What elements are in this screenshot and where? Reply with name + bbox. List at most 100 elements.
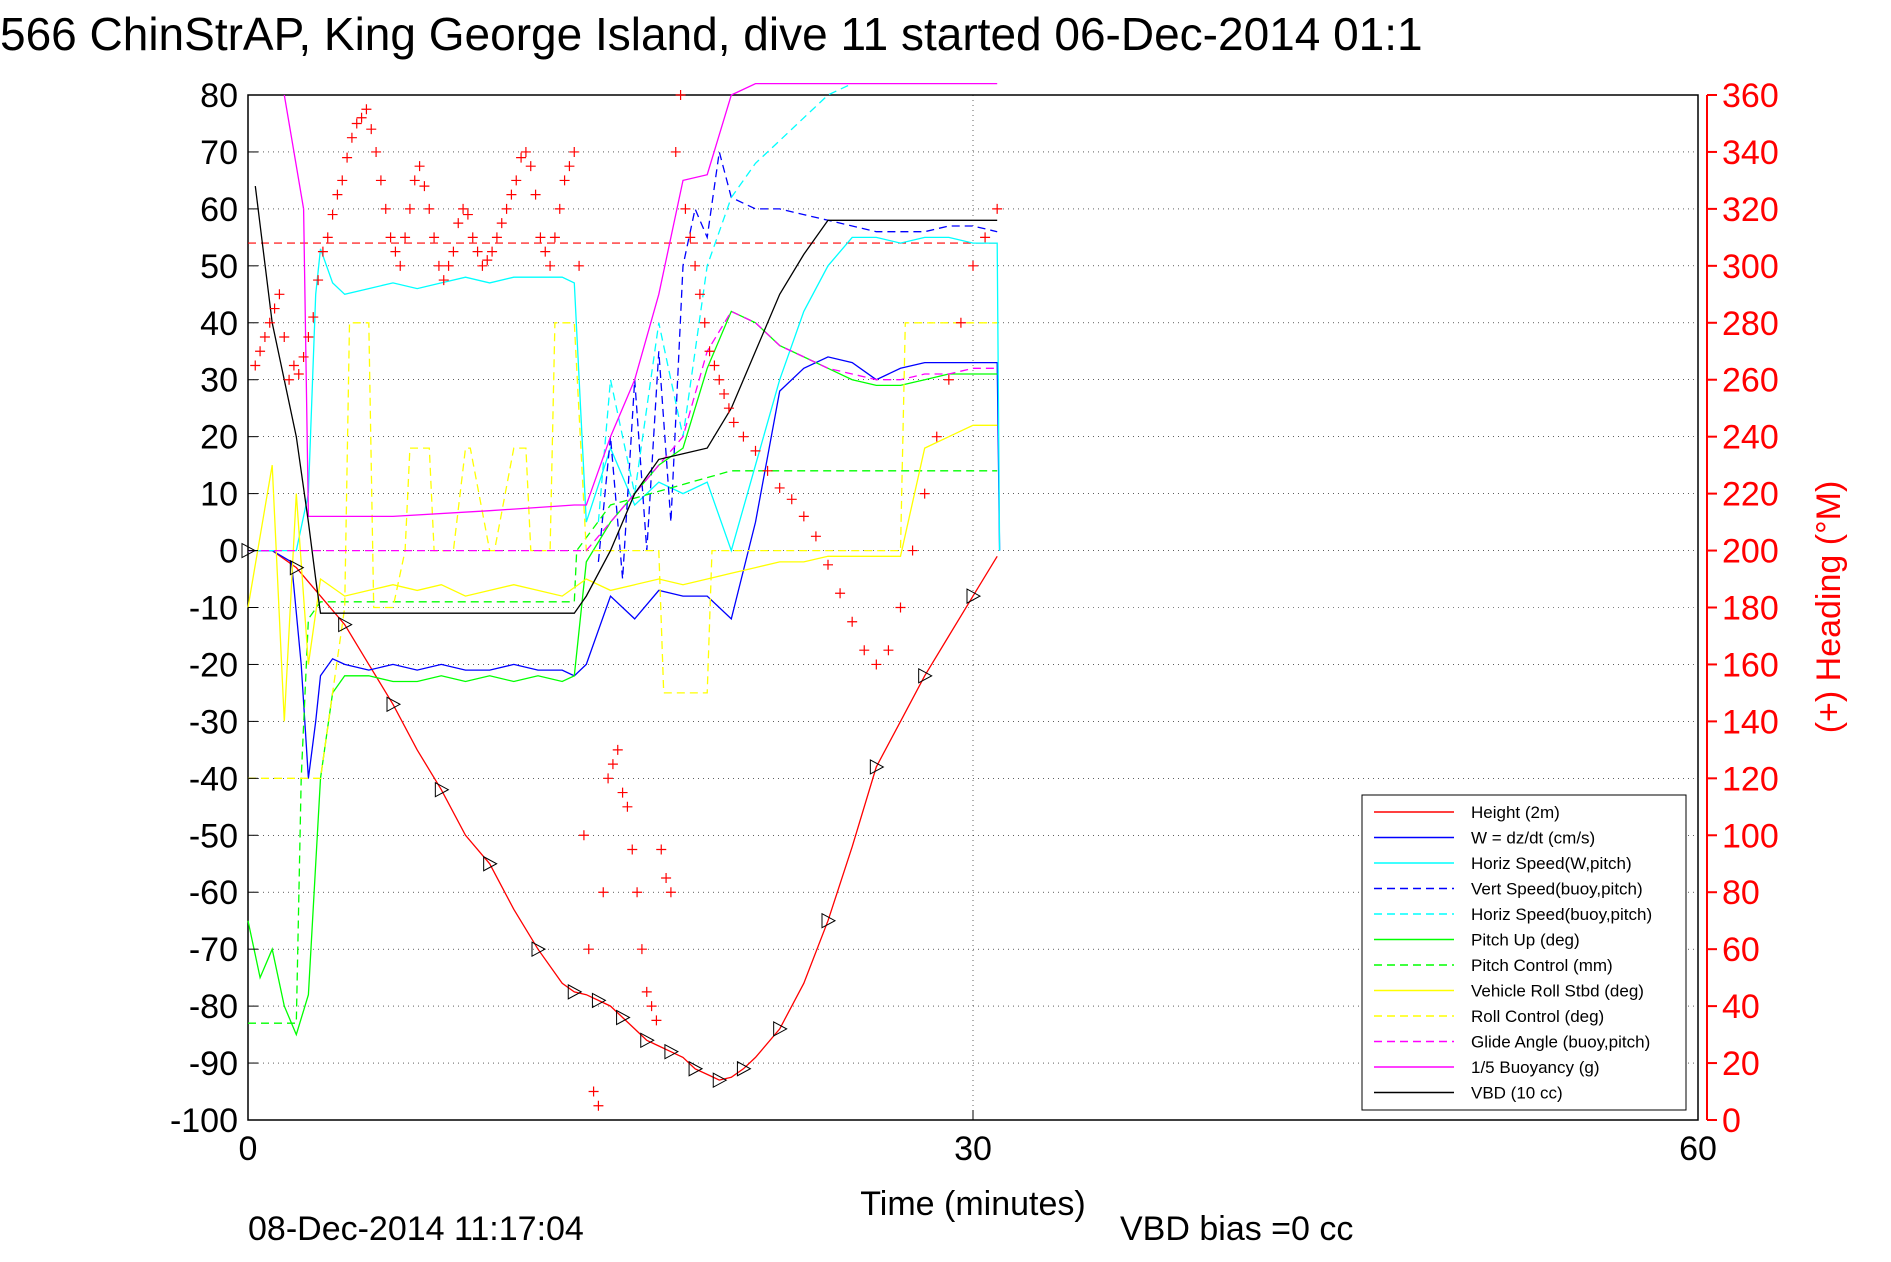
heading-point: [443, 260, 454, 271]
heading-point: [895, 602, 906, 613]
right-tick-label: 340: [1722, 134, 1779, 172]
height-marker: [821, 912, 837, 929]
heading-point: [762, 465, 773, 476]
height-marker: [289, 559, 305, 576]
heading-point: [491, 232, 502, 243]
height-marker: [386, 696, 402, 713]
height-marker: [616, 1009, 631, 1026]
right-tick-label: 320: [1722, 191, 1779, 229]
series-line: [597, 83, 853, 523]
x-axis-label: Time (minutes): [860, 1185, 1085, 1223]
heading-point: [438, 275, 449, 286]
left-tick-label: 40: [200, 305, 238, 343]
left-tick-label: -100: [170, 1102, 238, 1140]
right-tick-label: 140: [1722, 703, 1779, 741]
heading-point: [943, 374, 954, 385]
heading-point: [719, 388, 730, 399]
heading-point: [992, 203, 1003, 214]
legend-label: Horiz Speed(W,pitch): [1471, 854, 1632, 873]
heading-point: [798, 511, 809, 522]
height-marker: [688, 1060, 704, 1077]
heading-point: [342, 152, 353, 163]
left-tick-label: -70: [189, 931, 238, 969]
heading-point: [704, 346, 715, 357]
heading-point: [774, 482, 785, 493]
legend-label: Vert Speed(buoy,pitch): [1471, 880, 1643, 899]
heading-point: [583, 944, 594, 955]
heading-point: [607, 759, 618, 770]
heading-point: [540, 246, 551, 257]
right-tick-label: 120: [1722, 760, 1779, 798]
x-axis: 0 30 60: [239, 1110, 1717, 1168]
left-y-axis: 80 70 60 50 40 30 20 10 0 -10 -20 -30 -40 -50 -60 -70 -8…: [170, 77, 258, 1140]
heading-point: [810, 531, 821, 542]
right-tick-label: 300: [1722, 248, 1779, 286]
left-tick-label: 60: [200, 191, 238, 229]
heading-point: [453, 218, 464, 229]
heading-point: [264, 317, 275, 328]
legend-label: Glide Angle (buoy,pitch): [1471, 1033, 1650, 1052]
x-tick-label: 0: [239, 1130, 258, 1168]
series-line: [283, 82, 998, 518]
height-marker: [773, 1021, 788, 1037]
right-tick-label: 80: [1722, 874, 1760, 912]
heading-point: [627, 844, 638, 855]
right-tick-label: 240: [1722, 419, 1779, 457]
heading-point: [385, 232, 396, 243]
height-marker: [434, 781, 450, 798]
heading-point: [554, 203, 565, 214]
heading-point: [699, 317, 710, 328]
height-marker: [664, 1043, 679, 1060]
x-tick-label: 30: [954, 1130, 992, 1168]
heading-point: [714, 374, 725, 385]
heading-point: [559, 175, 570, 186]
heading-point: [414, 161, 425, 172]
heading-point: [723, 403, 734, 414]
heading-point: [646, 1001, 657, 1012]
heading-point: [670, 146, 681, 157]
heading-point: [612, 744, 623, 755]
left-tick-label: 50: [200, 248, 238, 286]
heading-point: [641, 986, 652, 997]
heading-point: [366, 124, 377, 135]
heading-point: [593, 1100, 604, 1111]
right-tick-label: 100: [1722, 817, 1779, 855]
heading-point: [288, 360, 299, 371]
heading-point: [545, 260, 556, 271]
heading-point: [738, 431, 749, 442]
heading-point: [458, 203, 469, 214]
heading-point: [351, 118, 362, 129]
heading-point: [250, 360, 261, 371]
heading-point: [317, 246, 328, 257]
legend-label: W = dz/dt (cm/s): [1471, 829, 1595, 848]
left-tick-label: -40: [189, 760, 238, 798]
heading-point: [680, 203, 691, 214]
legend-label: Pitch Up (deg): [1471, 931, 1580, 950]
right-tick-label: 360: [1722, 77, 1779, 115]
left-tick-label: -80: [189, 988, 238, 1026]
left-tick-label: -30: [189, 703, 238, 741]
heading-point: [371, 146, 382, 157]
heading-point: [482, 255, 493, 266]
heading-point: [424, 203, 435, 214]
heading-point: [279, 332, 290, 343]
height-marker: [591, 992, 607, 1009]
heading-point: [496, 218, 507, 229]
heading-point: [980, 232, 991, 243]
series-line: [248, 310, 998, 552]
heading-point: [409, 175, 420, 186]
footer-vbd-bias: VBD bias =0 cc: [1120, 1210, 1353, 1248]
chart-title: 566 ChinStrAP, King George Island, dive …: [0, 8, 1423, 60]
heading-point: [361, 104, 372, 115]
heading-point: [467, 232, 478, 243]
heading-point: [419, 181, 430, 192]
heading-point: [603, 773, 614, 784]
heading-point: [588, 1086, 599, 1097]
heading-point: [786, 494, 797, 505]
heading-point: [728, 417, 739, 428]
right-y-axis-label: (+) Heading (°M): [1810, 481, 1848, 734]
right-tick-label: 180: [1722, 590, 1779, 628]
heading-point: [750, 445, 761, 456]
legend-label: 1/5 Buoyancy (g): [1471, 1058, 1600, 1077]
